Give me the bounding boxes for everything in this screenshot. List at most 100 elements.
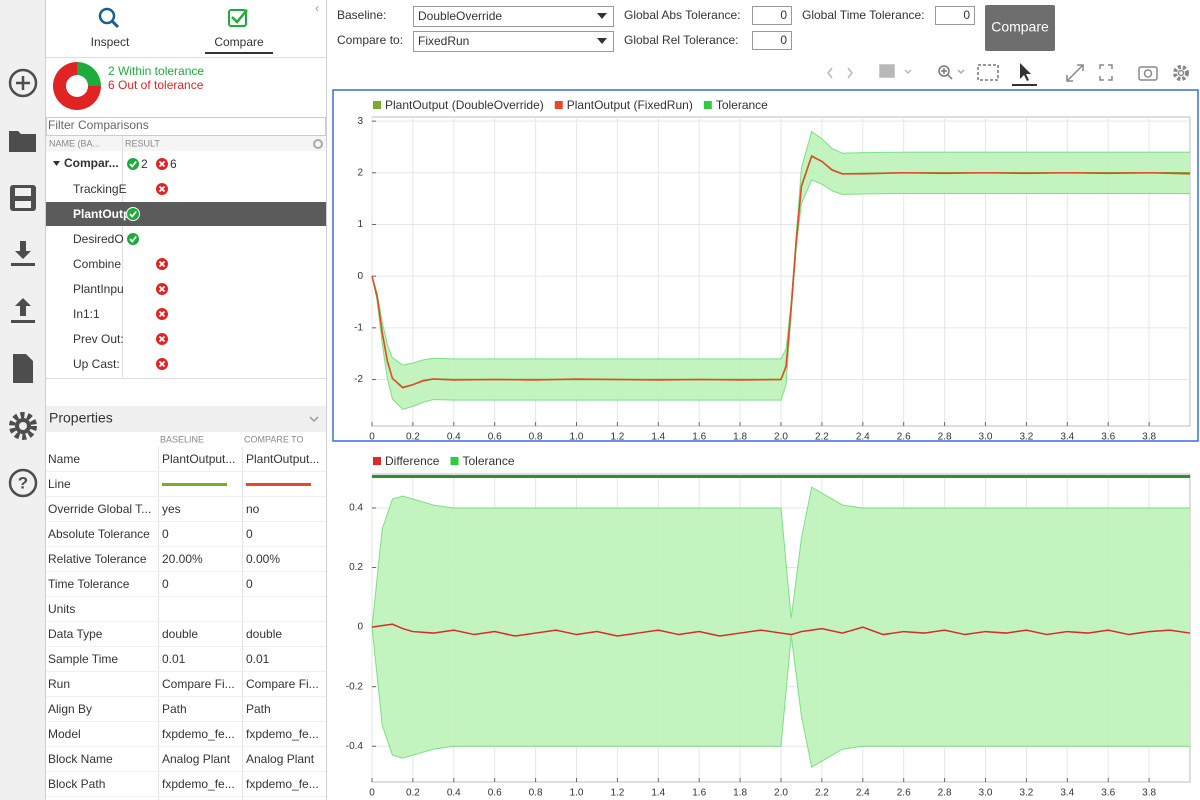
rel-label: Global Rel Tolerance:: [624, 33, 739, 47]
x-tick-label: 2.2: [815, 432, 829, 443]
baseline-value: Path: [162, 702, 187, 716]
button-label: Compare: [991, 19, 1049, 35]
report-icon[interactable]: [13, 354, 33, 383]
property-label: Data Type: [48, 627, 103, 641]
compare-value: fxpdemo_fe...: [246, 777, 319, 791]
row-name: In1:1: [73, 307, 100, 321]
dropdown-value: FixedRun: [418, 34, 469, 48]
x-tick-label: 3.4: [1060, 432, 1074, 443]
save-icon[interactable]: [10, 185, 36, 211]
expand-button[interactable]: [1067, 65, 1083, 81]
row-name: Compar...: [64, 156, 119, 170]
x-tick-label: 3.8: [1142, 432, 1156, 443]
x-tick-label: 1.0: [570, 432, 584, 443]
dropdown-value: DoubleOverride: [418, 9, 502, 23]
x-tick-label: 2.6: [897, 432, 911, 443]
tolerance-band: [372, 487, 1190, 767]
compare-value: Path: [246, 702, 271, 716]
baseline-line: [162, 483, 227, 486]
row-name: TrackingE: [73, 182, 127, 196]
tree-row[interactable]: Prev Out:: [73, 332, 169, 346]
plot-settings[interactable]: [1175, 67, 1187, 79]
baseline-dropdown[interactable]: DoubleOverride: [414, 7, 614, 27]
property-label: Run: [48, 677, 70, 691]
fullscreen-button[interactable]: [1100, 65, 1112, 80]
tree-row[interactable]: PlantOutp: [46, 202, 326, 226]
within-text: 2 Within tolerance: [108, 64, 204, 78]
collapse-button[interactable]: ‹: [315, 1, 319, 15]
x-tick-label: 0.6: [488, 788, 502, 799]
property-label: Align By: [48, 702, 92, 716]
x-tick-label: 2.0: [774, 788, 788, 799]
property-label: Sample Time: [48, 652, 118, 666]
fit-button[interactable]: [978, 65, 998, 80]
property-label: Absolute Tolerance: [48, 527, 150, 541]
x-tick-label: 2.8: [938, 432, 952, 443]
x-tick-label: 0.8: [529, 788, 543, 799]
column-header: BASELINE: [160, 434, 204, 444]
baseline-label: Baseline:: [337, 8, 386, 22]
layout-button[interactable]: [880, 65, 894, 77]
tree-row[interactable]: PlantInpu: [73, 282, 169, 296]
cursor-selected: [1012, 84, 1037, 86]
abs-label: Global Abs Tolerance:: [624, 8, 741, 22]
y-tick-label: 0: [357, 271, 363, 282]
baseline-value: 0: [162, 577, 169, 591]
x-tick-label: 2.4: [856, 432, 870, 443]
legend-label: Tolerance: [716, 98, 768, 112]
fail-icon: [156, 283, 169, 296]
tab-underline: [205, 52, 273, 54]
compare-value: Analog Plant: [246, 752, 315, 766]
fail-icon: [156, 308, 169, 321]
snapshot-button[interactable]: [1139, 67, 1157, 80]
y-tick-label: -0.4: [346, 741, 364, 752]
x-tick-label: 3.8: [1142, 788, 1156, 799]
x-tick-label: 0: [369, 788, 375, 799]
legend-label: PlantOutput (DoubleOverride): [385, 98, 544, 112]
rel-value: 0: [780, 33, 787, 47]
y-tick-label: -0.2: [346, 681, 364, 692]
baseline-value: Analog Plant: [162, 752, 231, 766]
x-tick-label: 1.6: [692, 432, 706, 443]
y-tick-label: 0.4: [349, 503, 363, 514]
x-tick-label: 0.4: [447, 432, 461, 443]
compare-dropdown[interactable]: FixedRun: [414, 32, 614, 52]
column-header: NAME (BA...: [49, 138, 100, 148]
fail-icon: [156, 158, 169, 171]
y-tick-label: 0.2: [349, 562, 363, 573]
zoom-button[interactable]: [939, 66, 964, 79]
inspect-tab[interactable]: Inspect: [91, 9, 130, 49]
abs-value: 0: [780, 8, 787, 22]
compare-button[interactable]: Compare: [985, 5, 1055, 51]
fail-icon: [156, 333, 169, 346]
icon-circle: [127, 233, 140, 246]
x-tick-label: 1.0: [570, 788, 584, 799]
x-tick-label: 1.8: [733, 788, 747, 799]
property-label: Units: [48, 602, 75, 616]
expand-arrow: [53, 161, 60, 166]
out-text: 6 Out of tolerance: [108, 78, 204, 92]
compare-tab[interactable]: Compare: [205, 10, 273, 54]
baseline-value: double: [162, 627, 198, 641]
top-plot: 00.20.40.60.81.01.21.41.61.82.02.22.42.6…: [354, 98, 1190, 442]
tree-root-row[interactable]: Compar...26: [53, 156, 177, 171]
tree-row[interactable]: TrackingE: [73, 182, 169, 196]
open-icon[interactable]: [9, 131, 36, 152]
x-tick-label: 0.2: [406, 432, 420, 443]
tree-row[interactable]: Combine: [73, 257, 169, 271]
tree-row[interactable]: DesiredO: [73, 232, 140, 246]
x-tick-label: 1.6: [692, 788, 706, 799]
baseline-value: yes: [162, 502, 181, 516]
compare-value: 0: [246, 527, 253, 541]
nav-buttons[interactable]: [828, 68, 852, 78]
y-tick-label: 0: [357, 622, 363, 633]
x-tick-label: 3.4: [1060, 788, 1074, 799]
cursor-button[interactable]: [1020, 63, 1031, 81]
compare-line: [246, 483, 311, 486]
y-tick-label: 1: [357, 219, 363, 230]
tree-row[interactable]: In1:1: [73, 307, 169, 321]
tree-row[interactable]: Up Cast:: [73, 357, 169, 371]
x-tick-label: 1.4: [651, 432, 665, 443]
layout-menu[interactable]: [905, 70, 911, 73]
